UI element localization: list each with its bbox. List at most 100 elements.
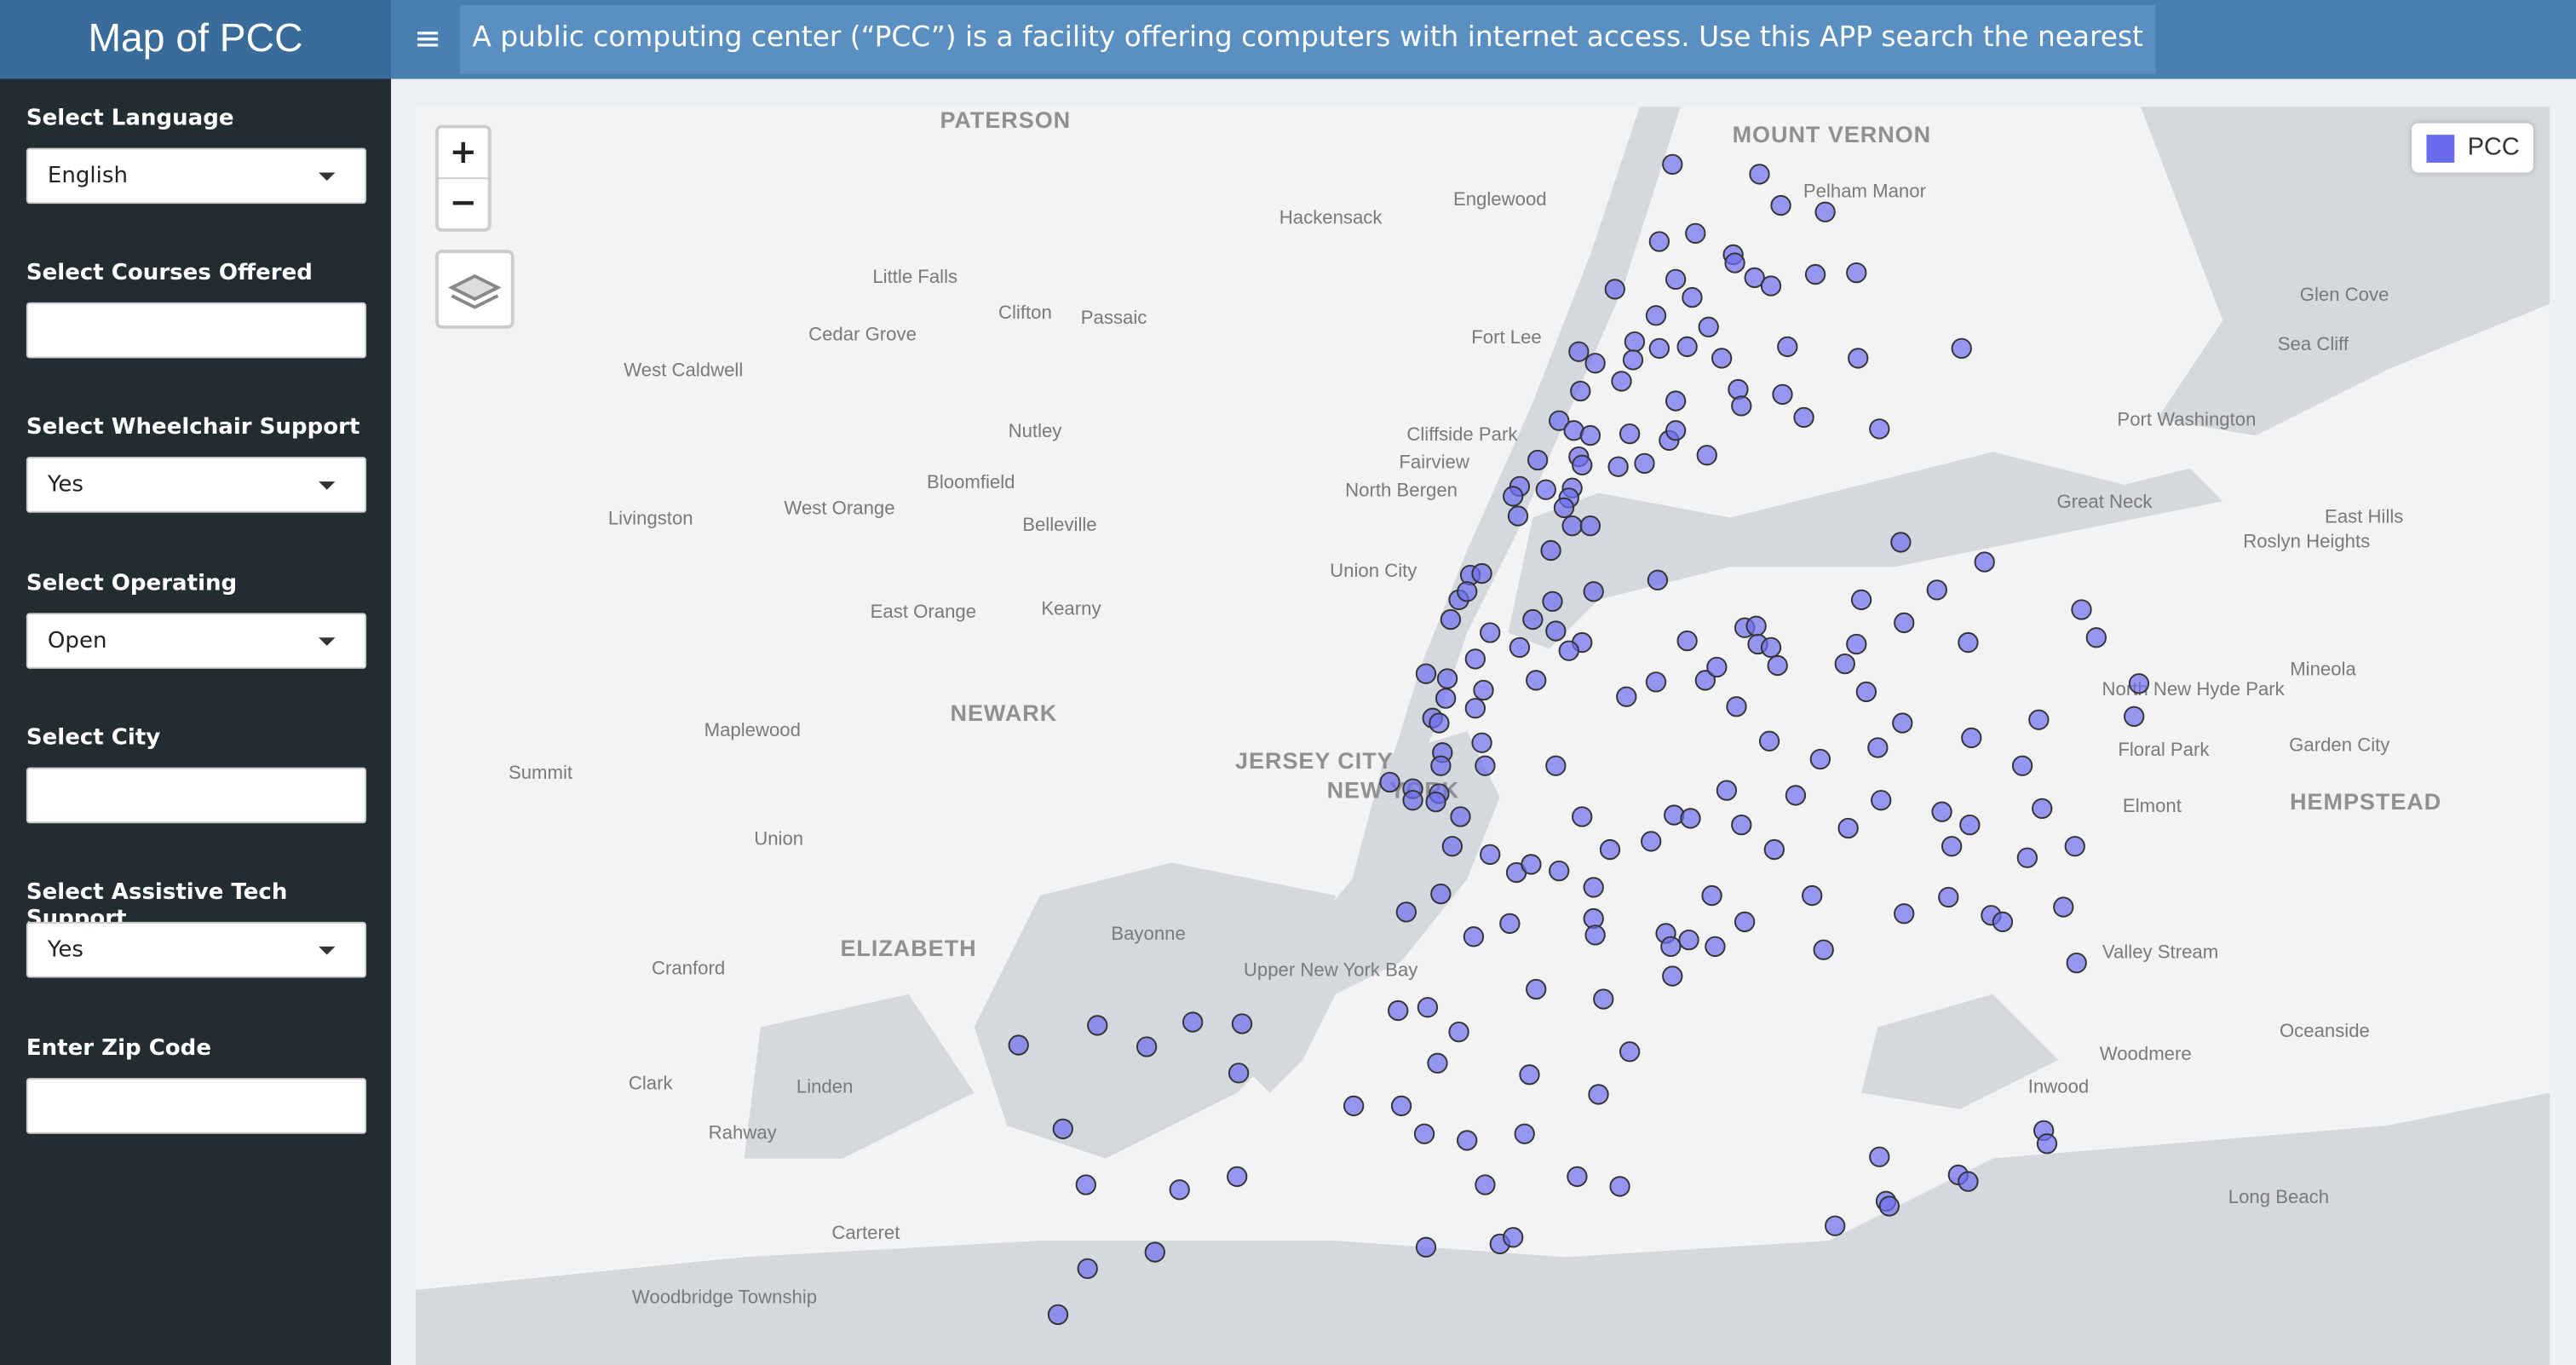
pcc-marker[interactable] xyxy=(1665,268,1687,291)
pcc-marker[interactable] xyxy=(1343,1095,1365,1117)
pcc-marker[interactable] xyxy=(2028,709,2050,730)
pcc-marker[interactable] xyxy=(1430,755,1452,776)
pcc-marker[interactable] xyxy=(1579,515,1601,537)
pcc-marker[interactable] xyxy=(1553,497,1575,519)
pcc-marker[interactable] xyxy=(1959,814,1981,836)
pcc-marker[interactable] xyxy=(1619,423,1641,445)
pcc-marker[interactable] xyxy=(2128,673,2150,694)
pcc-marker[interactable] xyxy=(1427,1052,1448,1074)
pcc-marker[interactable] xyxy=(1665,390,1687,412)
pcc-marker[interactable] xyxy=(1480,844,1501,866)
pcc-marker[interactable] xyxy=(1694,670,1716,691)
pcc-marker[interactable] xyxy=(1413,1123,1435,1144)
pcc-marker[interactable] xyxy=(1802,884,1823,907)
pcc-marker[interactable] xyxy=(1561,515,1583,537)
pcc-marker[interactable] xyxy=(1931,801,1952,822)
pcc-marker[interactable] xyxy=(1609,1176,1630,1197)
pcc-marker[interactable] xyxy=(1813,939,1834,960)
pcc-marker[interactable] xyxy=(1521,854,1542,875)
pcc-marker[interactable] xyxy=(2011,755,2033,776)
pcc-marker[interactable] xyxy=(1584,924,1606,946)
pcc-marker[interactable] xyxy=(1579,424,1601,446)
pcc-marker[interactable] xyxy=(1878,1195,1900,1217)
pcc-marker[interactable] xyxy=(1951,337,1972,360)
pcc-marker[interactable] xyxy=(1526,670,1547,691)
pcc-marker[interactable] xyxy=(1744,267,1765,289)
pcc-marker[interactable] xyxy=(1441,836,1463,857)
pcc-marker[interactable] xyxy=(1616,686,1637,707)
pcc-marker[interactable] xyxy=(1572,806,1593,827)
pcc-marker[interactable] xyxy=(1228,1063,1250,1084)
pcc-marker[interactable] xyxy=(1648,231,1670,252)
pcc-marker[interactable] xyxy=(1846,262,1867,284)
pcc-marker[interactable] xyxy=(1542,590,1563,613)
pcc-marker[interactable] xyxy=(1624,331,1646,353)
pcc-marker[interactable] xyxy=(1480,622,1501,643)
pcc-marker[interactable] xyxy=(1503,1227,1524,1248)
pcc-marker[interactable] xyxy=(1724,252,1745,274)
pcc-marker[interactable] xyxy=(1647,569,1669,590)
pcc-marker[interactable] xyxy=(1770,194,1791,216)
pcc-marker[interactable] xyxy=(1545,620,1567,642)
select-input[interactable]: Yes xyxy=(26,921,367,978)
pcc-marker[interactable] xyxy=(2016,847,2038,868)
pcc-marker[interactable] xyxy=(1584,353,1606,374)
pcc-marker[interactable] xyxy=(1645,671,1667,693)
pcc-marker[interactable] xyxy=(1814,201,1836,222)
pcc-marker[interactable] xyxy=(1662,965,1683,987)
select-input[interactable]: Open xyxy=(26,613,367,669)
pcc-marker[interactable] xyxy=(1867,737,1889,758)
pcc-marker[interactable] xyxy=(1047,1304,1069,1326)
pcc-marker[interactable] xyxy=(1846,633,1867,655)
text-input[interactable] xyxy=(26,302,367,359)
pcc-marker[interactable] xyxy=(1926,579,1947,601)
text-input[interactable] xyxy=(26,767,367,824)
pcc-marker[interactable] xyxy=(1607,456,1629,477)
pcc-marker[interactable] xyxy=(1535,479,1556,500)
pcc-marker[interactable] xyxy=(1169,1179,1190,1201)
pcc-marker[interactable] xyxy=(1415,663,1437,684)
pcc-marker[interactable] xyxy=(1570,380,1591,402)
pcc-marker[interactable] xyxy=(1075,1174,1096,1195)
pcc-marker[interactable] xyxy=(1440,608,1462,631)
pcc-marker[interactable] xyxy=(1682,286,1703,308)
pcc-marker[interactable] xyxy=(1992,911,2014,933)
pcc-marker[interactable] xyxy=(1676,336,1698,358)
pcc-marker[interactable] xyxy=(1958,1171,1979,1192)
pcc-marker[interactable] xyxy=(1448,1021,1469,1043)
pcc-marker[interactable] xyxy=(1804,263,1826,285)
pcc-marker[interactable] xyxy=(1941,836,1963,857)
pcc-marker[interactable] xyxy=(1463,926,1485,947)
pcc-marker[interactable] xyxy=(1685,222,1706,245)
pcc-marker[interactable] xyxy=(1772,383,1793,406)
pcc-marker[interactable] xyxy=(1777,336,1798,358)
pcc-marker[interactable] xyxy=(2053,896,2074,918)
pcc-marker[interactable] xyxy=(1475,755,1496,776)
zoom-in[interactable]: + xyxy=(438,128,488,180)
pcc-marker[interactable] xyxy=(1763,838,1785,861)
pcc-marker[interactable] xyxy=(1583,877,1604,898)
text-input[interactable] xyxy=(26,1078,367,1134)
pcc-marker[interactable] xyxy=(1475,1174,1496,1195)
pcc-marker[interactable] xyxy=(1825,1215,1846,1236)
pcc-marker[interactable] xyxy=(1645,305,1667,326)
pcc-marker[interactable] xyxy=(1514,1123,1535,1144)
pcc-marker[interactable] xyxy=(1519,1064,1540,1086)
pcc-marker[interactable] xyxy=(1731,395,1752,417)
pcc-marker[interactable] xyxy=(1837,817,1859,839)
pcc-marker[interactable] xyxy=(1698,316,1719,337)
pcc-marker[interactable] xyxy=(1767,654,1788,677)
pcc-marker[interactable] xyxy=(1734,911,1756,933)
pcc-marker[interactable] xyxy=(1726,696,1747,717)
pcc-marker[interactable] xyxy=(1961,727,1982,749)
pcc-marker[interactable] xyxy=(1809,748,1831,770)
pcc-marker[interactable] xyxy=(1471,732,1492,753)
pcc-marker[interactable] xyxy=(2036,1133,2058,1155)
pcc-marker[interactable] xyxy=(1894,612,1915,634)
pcc-marker[interactable] xyxy=(1464,648,1486,670)
pcc-marker[interactable] xyxy=(1182,1011,1204,1033)
pcc-marker[interactable] xyxy=(1701,884,1722,907)
pcc-marker[interactable] xyxy=(1662,153,1683,176)
pcc-marker[interactable] xyxy=(1665,420,1687,441)
pcc-marker[interactable] xyxy=(1395,901,1417,923)
